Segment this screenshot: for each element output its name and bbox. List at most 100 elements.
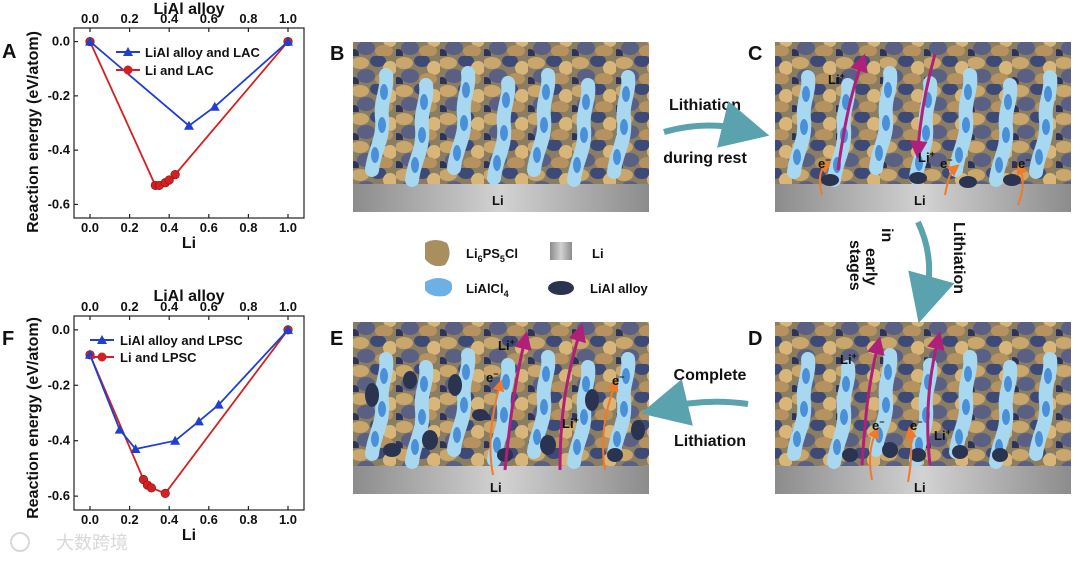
watermark: 大数跨境 [10, 532, 128, 554]
data-point-triangle [213, 399, 224, 409]
data-point-triangle [193, 416, 204, 426]
svg-text:Lithiation: Lithiation [950, 222, 967, 294]
x-tick-label: 1.0 [279, 512, 297, 527]
legend-triangle-icon [97, 335, 107, 344]
data-point-circle [146, 483, 156, 493]
data-point-circle [160, 488, 170, 498]
panel-c: C Li+ Li+ e− e− e− Li [748, 42, 1071, 212]
y-tick-label: -0.4 [48, 142, 71, 157]
legend-li: Li [550, 242, 604, 261]
panel-d: D Li+ Li+ e− e− Li [748, 322, 1071, 495]
svg-text:大数跨境: 大数跨境 [56, 533, 128, 554]
legend-circle-icon [123, 65, 133, 75]
arrow-b-to-c: Lithiation during rest [663, 97, 770, 167]
svg-text:in: in [878, 228, 895, 242]
x-tick-label: 0.4 [160, 220, 179, 235]
x2-tick-label: 1.0 [279, 299, 297, 314]
x2-tick-label: 0.6 [200, 11, 218, 26]
chart-a-xlabel: Li [182, 235, 196, 252]
x2-tick-label: 0.0 [81, 11, 99, 26]
legend-alloy: LiAl alloy [548, 281, 649, 296]
y-tick-label: -0.6 [48, 488, 70, 503]
data-point-triangle [283, 324, 293, 334]
x-tick-label: 0.0 [81, 220, 99, 235]
electron-label: e− [486, 369, 499, 385]
svg-text:early: early [862, 248, 879, 285]
svg-text:stages: stages [846, 240, 863, 291]
electron-label: e− [910, 417, 923, 433]
chart-a-ylabel: Reaction energy (eV/atom) [25, 31, 42, 233]
arrow-c-to-d: in early stages Lithiation [846, 220, 967, 324]
x-tick-label: 0.8 [239, 220, 257, 235]
electron-label: e− [1018, 155, 1031, 171]
lial-alloy-particles [821, 172, 1021, 188]
panel-c-li-label: Li [914, 193, 926, 208]
data-point-triangle [130, 444, 141, 454]
x2-tick-label: 0.4 [160, 11, 179, 26]
data-point-triangle [85, 36, 95, 46]
li-metal-layer [353, 184, 649, 212]
li-metal-layer [775, 466, 1071, 494]
chart-f-legend-1: LiAl alloy and LPSC [120, 333, 243, 348]
x2-tick-label: 0.8 [239, 299, 257, 314]
chart-a-legend-1: LiAl alloy and LAC [145, 45, 260, 60]
electron-label: e− [940, 155, 953, 171]
electron-label: e− [818, 155, 831, 171]
teal-arrow [908, 220, 955, 324]
x2-tick-label: 0.0 [81, 299, 99, 314]
data-point-triangle [209, 101, 220, 111]
legend-triangle-icon [123, 47, 133, 56]
panel-label-a: A [2, 41, 16, 63]
teal-arrow [640, 379, 749, 426]
chart-a-legend: LiAl alloy and LAC Li and LAC [116, 45, 260, 78]
chart-f-ylabel: Reaction energy (eV/atom) [25, 317, 42, 519]
li-ion-label: Li+ [840, 351, 857, 367]
svg-text:during rest: during rest [663, 150, 747, 167]
y-tick-label: -0.4 [48, 433, 71, 448]
x2-tick-label: 0.8 [239, 11, 257, 26]
electron-label: e− [872, 417, 885, 433]
svg-text:LiAlCl4: LiAlCl4 [466, 281, 509, 299]
electron-label: e− [612, 372, 625, 388]
li-metal-layer [353, 466, 649, 494]
teal-arrow [663, 101, 770, 148]
chart-f-legend-2: Li and LPSC [120, 350, 197, 365]
li-ion-label: Li+ [828, 71, 845, 87]
lac-swatch-icon [425, 278, 453, 297]
chart-a-x2label: LiAl alloy [153, 1, 224, 18]
panel-label-c: C [748, 43, 762, 65]
x-tick-label: 0.0 [81, 512, 99, 527]
panel-label-f: F [2, 328, 14, 350]
x-tick-label: 0.4 [160, 512, 179, 527]
x-tick-label: 0.8 [239, 512, 257, 527]
panel-b-li-label: Li [492, 193, 504, 208]
chart-f-xlabel: Li [182, 527, 196, 544]
legend-lac: LiAlCl4 [425, 278, 509, 299]
x2-tick-label: 0.6 [200, 299, 218, 314]
chart-a-frame [73, 27, 305, 219]
x2-tick-label: 0.2 [121, 11, 139, 26]
panel-e-li-label: Li [490, 480, 502, 495]
lpsc-swatch-icon [425, 240, 450, 267]
x2-tick-label: 0.2 [121, 299, 139, 314]
legend-lpsc: Li6PS5Cl [425, 240, 518, 267]
panel-d-li-label: Li [914, 480, 926, 495]
x2-tick-label: 0.4 [160, 299, 179, 314]
x-tick-label: 0.6 [200, 220, 218, 235]
li-ion-label: Li+ [562, 415, 579, 431]
x-tick-label: 1.0 [279, 220, 297, 235]
y-tick-label: 0.0 [52, 322, 70, 337]
lial-swatch-icon [548, 281, 574, 295]
arrow-d-to-e: Complete Lithiation [640, 367, 749, 450]
lial-alloy-particles [842, 442, 1008, 462]
legend-circle-icon [97, 352, 107, 362]
watermark-logo-icon [10, 532, 30, 552]
data-point-triangle [170, 435, 181, 445]
chart-f-frame [73, 315, 305, 511]
data-point-circle [170, 169, 180, 180]
panel-label-b: B [330, 43, 344, 65]
data-point-triangle [114, 424, 125, 434]
panel-label-e: E [330, 328, 343, 350]
panel-b: B Li [330, 42, 649, 212]
